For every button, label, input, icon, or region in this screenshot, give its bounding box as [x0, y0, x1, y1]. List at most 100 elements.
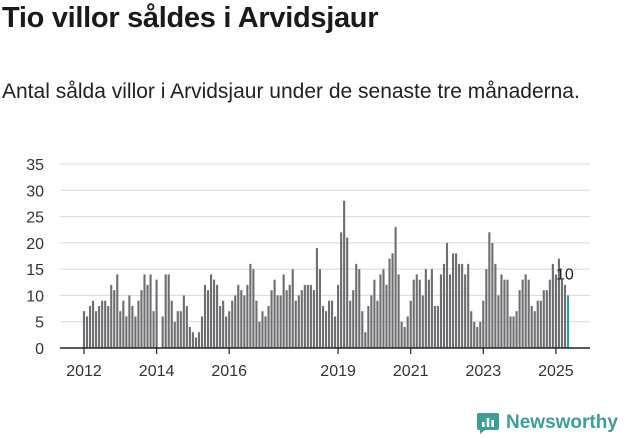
bar — [560, 279, 564, 348]
bar — [270, 290, 273, 348]
bar — [521, 279, 524, 348]
bar — [497, 295, 500, 348]
bar — [551, 263, 554, 348]
bar — [563, 284, 567, 348]
bar — [491, 242, 494, 348]
latest-value-label: 10 — [556, 266, 574, 283]
chart-subtitle: Antal sålda villor i Arvidsjaur under de… — [2, 80, 580, 103]
bar — [261, 311, 264, 348]
bar — [92, 300, 95, 348]
bar — [188, 326, 191, 348]
bar — [161, 316, 164, 348]
bar — [213, 279, 216, 348]
bar — [306, 284, 309, 348]
bar — [209, 274, 213, 348]
bar — [479, 321, 482, 348]
bar — [282, 274, 285, 348]
bar — [415, 274, 418, 348]
bar — [500, 274, 503, 348]
bar — [297, 295, 300, 348]
bar — [536, 300, 539, 348]
bar — [476, 326, 479, 348]
bar — [170, 300, 173, 348]
bar — [249, 263, 252, 348]
bar — [179, 311, 182, 348]
bar — [545, 290, 548, 348]
bar — [373, 279, 376, 348]
bar — [473, 321, 476, 348]
bar — [421, 295, 424, 348]
bar — [439, 274, 443, 348]
bar — [137, 300, 140, 348]
bar — [464, 274, 467, 348]
bar — [279, 295, 282, 348]
newsworthy-logo[interactable]: Newsworthy — [476, 408, 618, 438]
bar — [391, 253, 394, 348]
chart-title: Tio villor såldes i Arvidsjaur — [2, 2, 379, 34]
y-tick-label-10: 10 — [26, 288, 44, 305]
bar — [427, 279, 430, 348]
bar — [122, 300, 125, 348]
bar — [237, 284, 240, 348]
bar — [315, 248, 318, 348]
bar — [234, 295, 237, 348]
bar — [228, 311, 231, 348]
bar — [436, 305, 439, 348]
bar — [394, 227, 397, 348]
bar — [82, 311, 86, 348]
bar — [442, 263, 446, 348]
bar — [409, 300, 412, 348]
bar — [503, 279, 506, 348]
bar — [312, 290, 315, 348]
x-tick-label-2025: 2025 — [538, 363, 574, 380]
bar — [167, 274, 170, 348]
bar — [98, 305, 101, 348]
bar — [367, 305, 370, 348]
bar — [252, 269, 255, 348]
bar — [424, 269, 427, 348]
bar — [406, 316, 409, 348]
bar — [361, 311, 364, 348]
bar-latest — [566, 295, 570, 348]
bar — [352, 290, 355, 348]
bar — [116, 274, 119, 348]
x-tick-label-2014: 2014 — [139, 363, 175, 380]
bar — [376, 300, 379, 348]
bar — [403, 326, 406, 348]
bar — [321, 305, 325, 348]
bar — [101, 300, 104, 348]
bar — [467, 263, 470, 348]
bar — [527, 279, 530, 348]
bar — [303, 284, 306, 348]
bar — [379, 274, 382, 348]
bar — [300, 290, 303, 348]
newsworthy-logo-icon — [477, 413, 499, 434]
y-tick-label-35: 35 — [26, 157, 44, 174]
bar — [288, 284, 291, 348]
bar — [512, 316, 515, 348]
bar — [309, 284, 312, 348]
bar — [364, 332, 367, 348]
bar — [152, 311, 155, 348]
newsworthy-brand-name: Newsworthy — [506, 412, 618, 433]
bar — [482, 300, 485, 348]
bar — [206, 290, 210, 348]
bar — [185, 305, 188, 348]
bar — [246, 284, 249, 348]
bar — [455, 253, 458, 348]
bar — [119, 311, 122, 348]
bar — [128, 295, 131, 348]
bar — [451, 253, 455, 348]
bar — [294, 300, 297, 348]
bar — [524, 274, 527, 348]
y-tick-label-0: 0 — [35, 341, 44, 358]
bar — [164, 274, 167, 348]
bar — [176, 311, 179, 348]
bar — [458, 263, 461, 348]
bar — [219, 305, 222, 348]
bar — [125, 316, 128, 348]
bar — [107, 305, 110, 348]
bar — [448, 274, 452, 348]
